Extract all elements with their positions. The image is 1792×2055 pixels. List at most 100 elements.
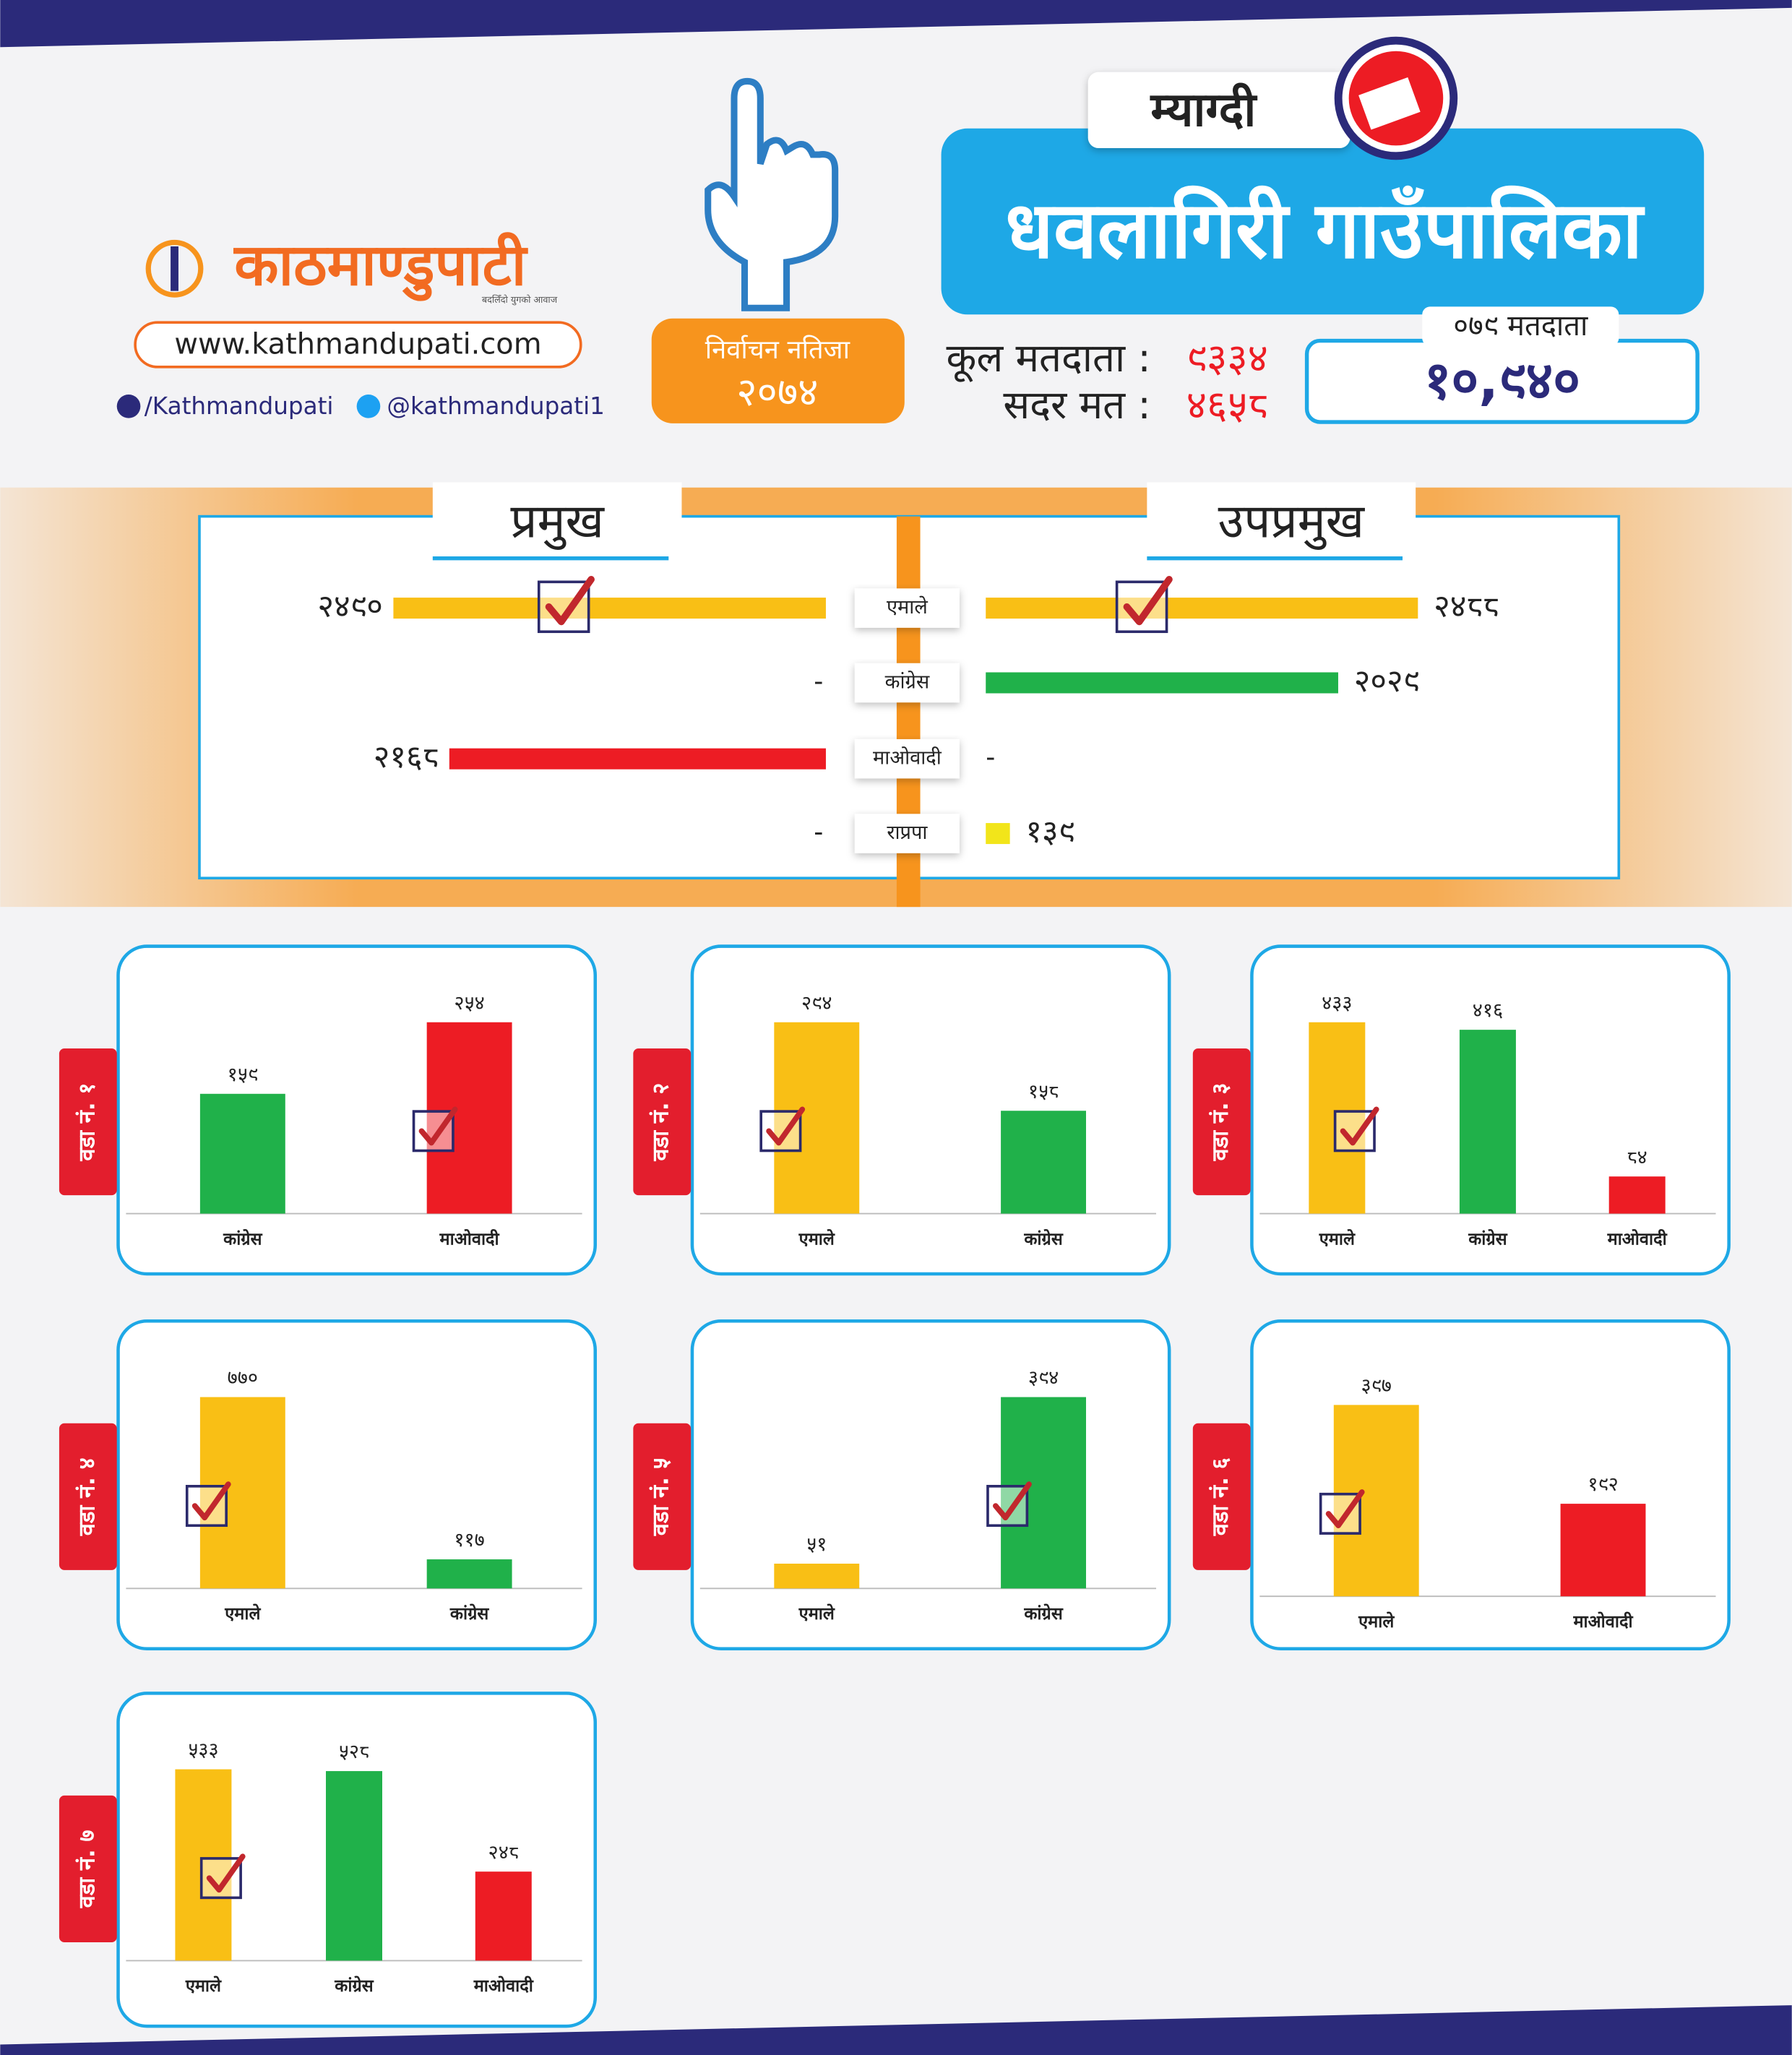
bar [1560,1504,1646,1597]
value-label: ४३३ [1322,992,1352,1014]
category-label: माओवादी [473,1976,534,1996]
category-label: एमाले [798,1603,835,1624]
check-tick [418,1106,458,1146]
total-voters-label: कूल मतदाता : [947,335,1151,382]
value-label: - [986,741,995,772]
logo-mark [145,239,204,298]
value-label: ४१६ [1473,999,1503,1022]
bar [986,823,1010,845]
category-label: राप्रपा [887,822,928,844]
ward-panel [116,944,598,1276]
district: म्याग्दी [1149,82,1257,137]
winner-check [1319,1489,1365,1535]
bar [1459,1030,1516,1214]
badge-year: २०७४ [736,369,818,415]
check-tick [545,576,595,626]
category-label: माओवादी [873,746,942,770]
value-label: १९२ [1588,1473,1618,1496]
valid-votes-label: सदर मत : [1003,382,1150,428]
bar [475,1871,532,1961]
winner-check [199,1853,246,1900]
value-label: ३९७ [1361,1374,1392,1397]
ward-tag [59,1795,117,1943]
voters-079-label: ०७९ मतदाता [1453,309,1588,342]
ward-tag [633,1423,692,1570]
check-tick [1325,1489,1365,1529]
result-badge [651,318,905,423]
check-tick [1340,1106,1379,1146]
value-label: - [814,817,823,848]
ward-chart: वडा नं. ५ ५१ एमाले ३९४ कांग्रेस [633,1319,1171,1650]
ward-tag [1192,1423,1251,1570]
twitter-icon [356,394,381,418]
value-label: २४९० [317,589,383,625]
category-label: कांग्रेस [1023,1228,1063,1249]
category-label: कांग्रेस [1023,1603,1063,1624]
category-label: एमाले [224,1603,261,1624]
winner-check [986,1481,1032,1528]
municipality: धवलागिरी गाउँपालिका [1005,184,1645,276]
winner-check [1333,1106,1379,1153]
value-label: २१६८ [374,739,439,775]
website-pill [134,321,582,369]
category-label: कांग्रेस [223,1228,262,1249]
value-label: २९४ [801,992,832,1014]
ward-panel [690,1319,1171,1650]
website[interactable]: www.kathmandupati.com [174,327,541,361]
check-tick [993,1481,1032,1521]
ward-tag [59,1048,117,1196]
facebook-icon [116,394,141,418]
value-label: २४८८ [1434,589,1499,625]
value-label: २५४ [454,992,484,1014]
logo: काठमाण्डुपाटी बदलिँदो युगको आवाज [145,231,558,306]
bar [1001,1111,1086,1214]
municipality-panel [941,128,1705,315]
voters-079-tab [1422,306,1619,346]
ward-tag [633,1048,692,1196]
twitter-handle[interactable]: @kathmandupati1 [387,392,605,420]
bar [986,598,1418,619]
value-label: १५९ [228,1064,258,1086]
section-title: प्रमुख [510,494,605,551]
ward-title: वडा नं. ६ [1207,1457,1233,1536]
logo-mark [171,246,178,291]
category-label: एमाले [798,1228,835,1249]
tagline: बदलिँदो युगको आवाज [482,294,558,306]
section-tab [432,482,682,559]
check-tick [766,1106,806,1146]
top-stripe [0,0,1792,48]
category-label: एमाले [887,595,928,619]
category-label: माओवादी [1607,1228,1668,1249]
ward-title: वडा नं. ५ [648,1457,674,1536]
ward-panel [1250,1319,1731,1650]
winner-check [412,1106,458,1153]
ward-chart: वडा नं. १ १५९ कांग्रेस २५४ माओवादी [59,944,598,1276]
value-label: २०२९ [1354,663,1420,699]
bar [326,1771,382,1961]
ward-chart: वडा नं. ३ ४३३ एमाले ४१६ कांग्रेस ८४ माओवादी [1192,944,1731,1276]
category-tab [854,588,960,628]
value-label: ८४ [1627,1146,1647,1168]
facebook-handle[interactable]: /Kathmandupati [145,392,334,420]
district-tab [1087,72,1351,148]
value-label: ३९४ [1028,1367,1059,1390]
bottom-stripe [0,2005,1792,2055]
ward-title: वडा नं. ७ [74,1830,100,1908]
value-label: १५८ [1028,1080,1059,1103]
check-tick [191,1481,231,1521]
logo-text: काठमाण्डुपाटी [233,231,529,301]
ward-title: वडा नं. १ [74,1083,100,1162]
value-label: - [814,665,823,697]
bar [986,672,1338,694]
bar [199,1093,285,1214]
ward-chart: वडा नं. २ २९४ एमाले १५८ कांग्रेस [633,944,1171,1276]
check-tick [1123,576,1173,626]
winner-check [1115,576,1173,634]
winner-check [759,1106,806,1153]
bar [774,1564,860,1589]
category-label: कांग्रेस [334,1976,374,1996]
ward-chart: वडा नं. ६ ३९७ एमाले १९२ माओवादी [1192,1319,1731,1650]
voters-079: १०,९४० [1424,350,1580,411]
category-tab [854,663,960,703]
